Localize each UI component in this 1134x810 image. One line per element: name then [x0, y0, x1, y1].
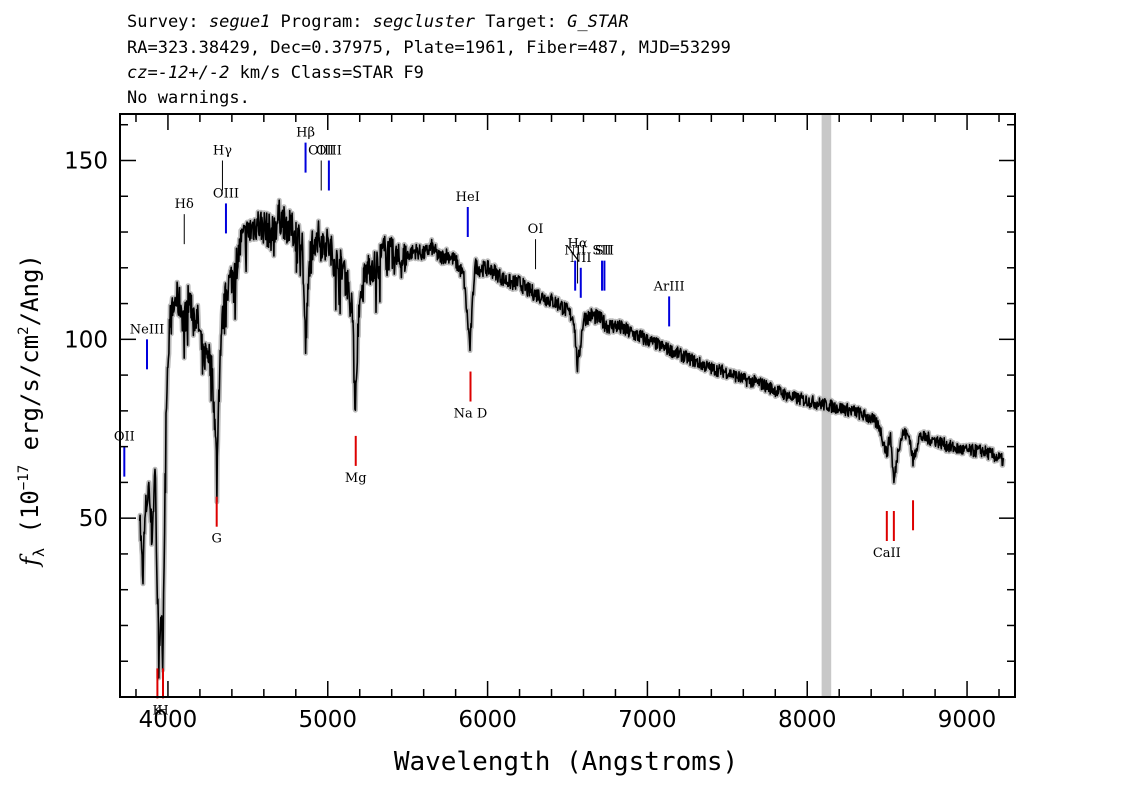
line-label: Hδ: [175, 197, 194, 212]
line-label: OIII: [316, 143, 342, 158]
header-line-2: RA=323.38429, Dec=0.37975, Plate=1961, F…: [127, 38, 731, 58]
line-label: Hβ: [296, 126, 315, 141]
line-label: CaII: [873, 546, 901, 561]
y-tick-label: 50: [79, 506, 108, 532]
x-tick-label: 5000: [298, 707, 357, 733]
line-label: OI: [528, 222, 544, 237]
line-label: OIII: [308, 143, 334, 158]
line-label: SII: [592, 244, 611, 259]
plot-frame: [119, 113, 1016, 698]
line-label: SII: [595, 244, 614, 259]
header-line-3: cz=-12+/-2 km/s Class=STAR F9: [127, 63, 424, 83]
x-tick-label: 4000: [139, 707, 198, 733]
line-label: NII: [570, 251, 592, 266]
y-axis-label: fλ (10−17 erg/s/cm2/Ang): [16, 254, 48, 568]
class-text: km/s Class=STAR F9: [229, 63, 424, 83]
target-label: Target:: [475, 12, 568, 32]
line-label: OII: [114, 430, 135, 445]
line-label: Mg: [345, 471, 367, 486]
header-line-4: No warnings.: [127, 88, 250, 108]
line-label: K: [153, 703, 163, 718]
line-label: OIII: [213, 186, 239, 201]
error-band: [137, 197, 1006, 681]
header-line-1: Survey: segue1 Program: segcluster Targe…: [127, 12, 629, 32]
line-label: NeIII: [130, 322, 164, 337]
program-label: Program:: [270, 12, 373, 32]
line-label: H: [157, 703, 168, 718]
line-label: ArIII: [653, 279, 685, 294]
x-tick-label: 7000: [618, 707, 677, 733]
survey-value: segue1: [208, 12, 271, 32]
line-label: Hγ: [213, 143, 232, 158]
x-axis-label: Wavelength (Angstroms): [394, 747, 738, 777]
x-tick-label: 9000: [938, 707, 997, 733]
y-tick-label: 100: [64, 327, 108, 353]
target-value: G_STAR: [567, 12, 629, 32]
y-tick-label: 150: [64, 148, 108, 174]
line-label: Na D: [454, 407, 488, 422]
x-tick-label: 6000: [458, 707, 517, 733]
line-label: Hα: [568, 236, 588, 251]
program-value: segcluster: [372, 12, 476, 32]
svg-text:fλ (10−17 erg/s/cm2/Ang): fλ (10−17 erg/s/cm2/Ang): [16, 254, 48, 568]
x-tick-label: 8000: [778, 707, 837, 733]
line-label: HeI: [456, 190, 480, 205]
line-label: NII: [564, 244, 586, 259]
flux-series: [138, 199, 1005, 679]
survey-label: Survey:: [127, 12, 209, 32]
redshift-value: cz=-12+/-2: [127, 63, 230, 83]
line-label: G: [211, 532, 221, 547]
